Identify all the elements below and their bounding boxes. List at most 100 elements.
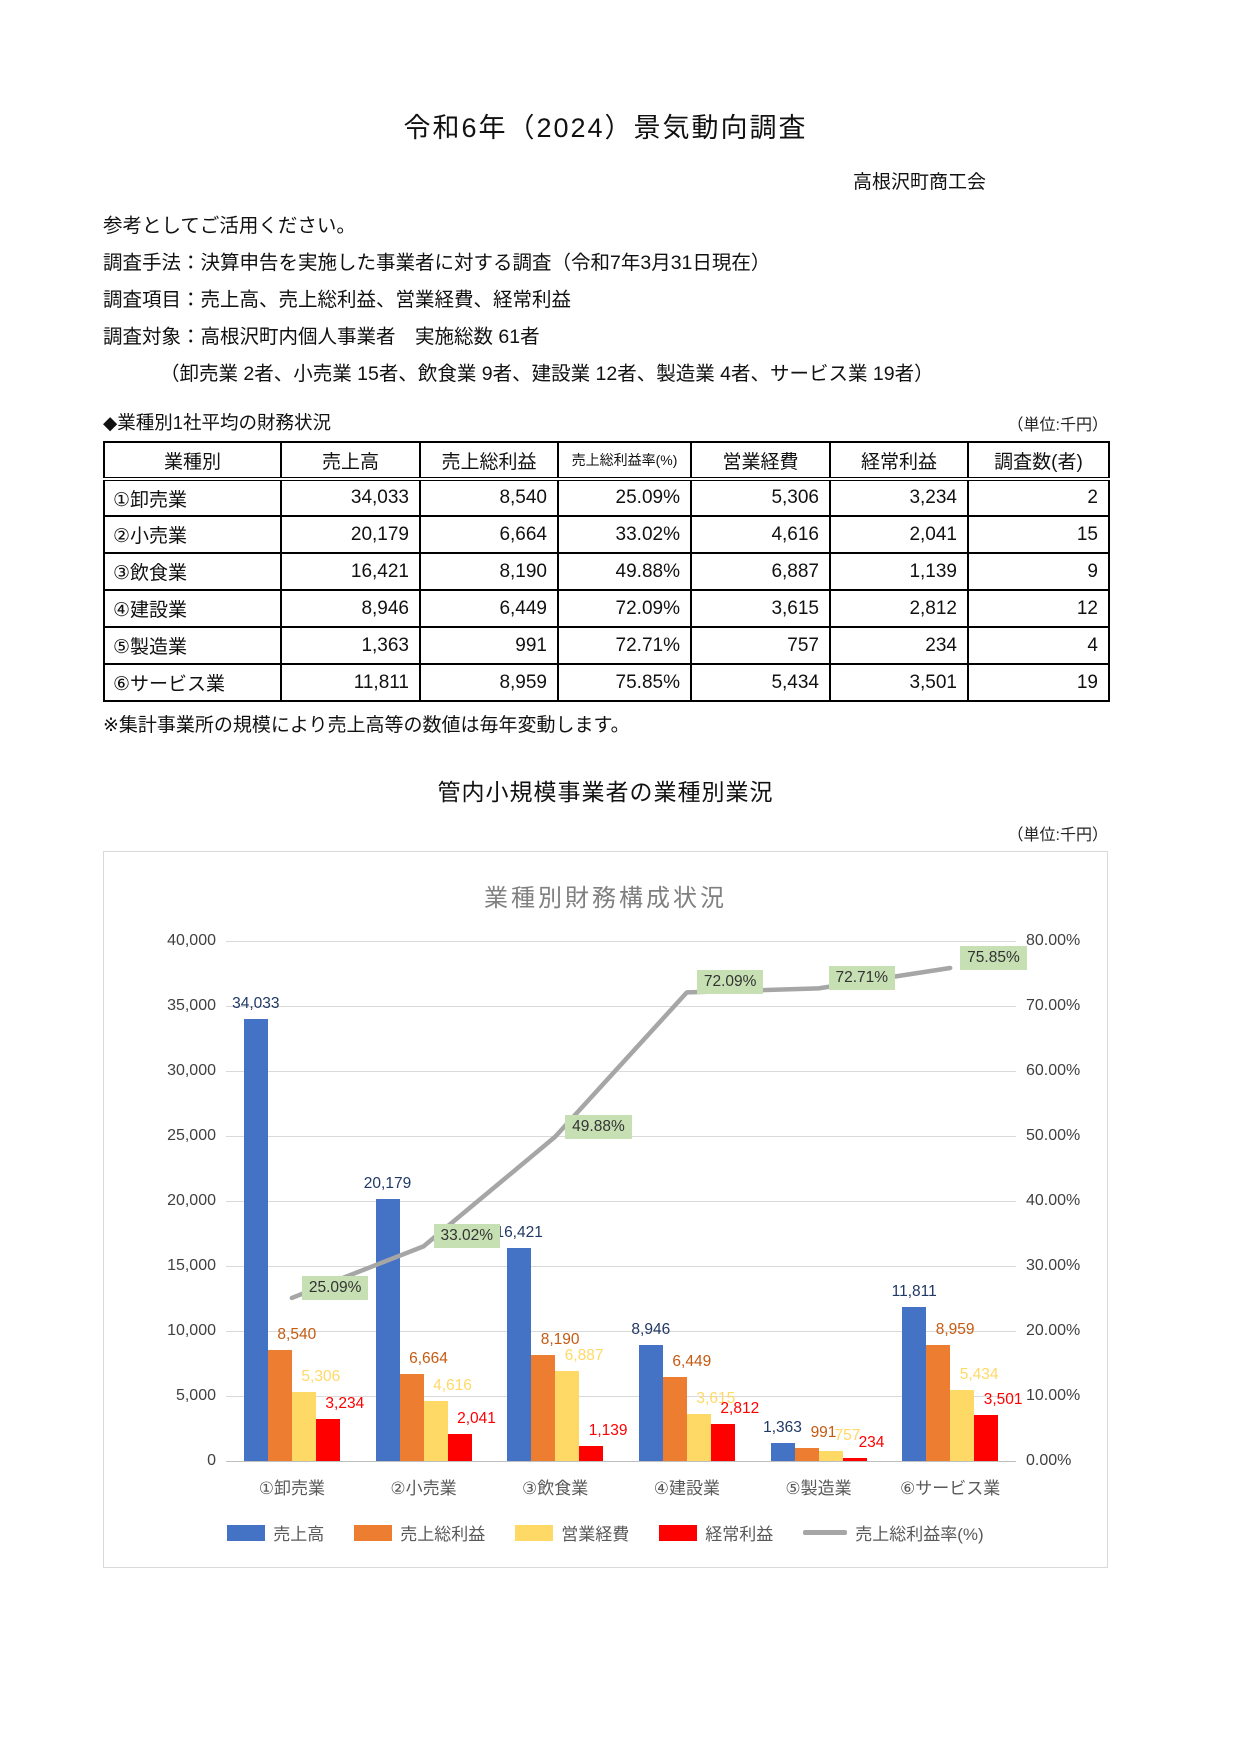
table-cell: ②小売業 — [103, 515, 282, 554]
intro-paragraphs: 参考としてご活用ください。 調査手法：決算申告を実施した事業者に対する調査（令和… — [103, 208, 1108, 393]
table-cell: 3,615 — [690, 589, 831, 628]
table-cell: ⑤製造業 — [103, 626, 282, 665]
bar-data-label: 34,033 — [232, 994, 280, 1012]
table-row: ④建設業 8,946 6,449 72.09% 3,615 2,812 12 — [103, 589, 1110, 628]
bar-3 — [555, 1371, 580, 1461]
category-label: ⑤製造業 — [785, 1479, 852, 1498]
table-cell: 33.02% — [557, 515, 692, 554]
table-cell: ④建設業 — [103, 589, 282, 628]
left-axis-tick-label: 30,000 — [167, 1062, 216, 1079]
bar-data-label: 2,812 — [720, 1400, 760, 1418]
table-cell: 2,812 — [829, 589, 969, 628]
table-row: ①卸売業 34,033 8,540 25.09% 5,306 3,234 2 — [103, 478, 1110, 517]
table-row: ⑥サービス業 11,811 8,959 75.85% 5,434 3,501 19 — [103, 663, 1110, 702]
bar-data-label: 1,363 — [763, 1419, 802, 1437]
bar-2 — [926, 1344, 951, 1461]
chart-section-heading: 管内小規模事業者の業種別業況 — [437, 779, 774, 805]
intro-line: 調査項目：売上高、売上総利益、営業経費、経常利益 — [103, 289, 572, 311]
left-axis-tick-label: 40,000 — [167, 932, 216, 949]
bar-4 — [315, 1418, 340, 1461]
bar-data-label: 234 — [858, 1433, 885, 1451]
table-unit-note: （単位:千円） — [1007, 417, 1108, 434]
bar-2 — [531, 1354, 556, 1461]
table-column-header: 売上総利益率(%) — [557, 441, 692, 481]
table-cell: 20,179 — [280, 515, 421, 554]
table-cell: 49.88% — [557, 552, 692, 591]
legend-bar-swatch — [227, 1524, 266, 1541]
table-cell: 757 — [690, 626, 831, 665]
table-heading: ◆業種別1社平均の財務状況 — [103, 412, 332, 433]
left-axis-tick-label: 35,000 — [167, 997, 216, 1014]
right-axis-tick-label: 80.00% — [1026, 932, 1081, 949]
table-cell: 2 — [967, 478, 1110, 517]
bar-data-label: 5,306 — [301, 1368, 341, 1386]
gridline — [226, 1266, 1016, 1267]
table-cell: 6,449 — [419, 589, 559, 628]
bar-1 — [507, 1247, 532, 1461]
legend-label: 売上高 — [273, 1525, 325, 1544]
bar-3 — [291, 1392, 316, 1461]
table-column-header: 経常利益 — [829, 441, 969, 481]
right-axis-tick-label: 50.00% — [1026, 1127, 1081, 1144]
legend-label: 売上総利益率(%) — [855, 1525, 984, 1544]
gridline — [226, 1396, 1016, 1397]
legend-item: 売上総利益 — [354, 1520, 485, 1545]
bar-data-label: 8,540 — [277, 1325, 317, 1343]
table-column-header: 売上総利益 — [419, 441, 559, 481]
intro-line: 参考としてご活用ください。 — [103, 215, 356, 237]
table-cell: 4,616 — [690, 515, 831, 554]
bar-data-label: 2,041 — [457, 1410, 496, 1428]
bar-3 — [686, 1414, 711, 1461]
table-cell: 12 — [967, 589, 1110, 628]
bar-data-label: 4,616 — [433, 1376, 472, 1394]
legend-item: 経常利益 — [659, 1520, 773, 1545]
bar-data-label: 991 — [810, 1424, 837, 1442]
table-cell: 72.09% — [557, 589, 692, 628]
table-cell: 2,041 — [829, 515, 969, 554]
rate-data-label: 49.88% — [565, 1114, 632, 1139]
bar-data-label: 6,449 — [672, 1353, 712, 1371]
table-cell: 991 — [419, 626, 559, 665]
table-cell: 72.71% — [557, 626, 692, 665]
chart-unit-note: （単位:千円） — [1007, 827, 1108, 844]
rate-data-label: 25.09% — [301, 1275, 369, 1300]
legend-line-swatch — [803, 1530, 848, 1535]
left-axis-tick-label: 5,000 — [175, 1387, 216, 1404]
bar-1 — [638, 1344, 663, 1461]
industry-breakdown-line: （卸売業 2者、小売業 15者、飲食業 9者、建設業 12者、製造業 4者、サー… — [160, 363, 934, 385]
bar-data-label: 1,139 — [588, 1422, 628, 1440]
right-axis-tick-label: 70.00% — [1026, 997, 1081, 1014]
table-column-header: 業種別 — [103, 441, 282, 481]
legend-item: 売上総利益率(%) — [803, 1520, 984, 1545]
table-cell: ①卸売業 — [103, 478, 282, 517]
chart-box: 業種別財務構成状況 40,000 80.00% 35,000 70.00% 30,000… — [103, 851, 1108, 1568]
category-label: ③飲食業 — [522, 1479, 589, 1498]
table-cell: 1,363 — [280, 626, 421, 665]
financial-table: 業種別 売上高 売上総利益 売上総利益率(%) 営業経費 経常利益 調査数(者) ①卸売業 3… — [103, 441, 1110, 702]
legend-label: 営業経費 — [561, 1525, 630, 1544]
bar-data-label: 8,946 — [631, 1320, 671, 1338]
bar-4 — [842, 1457, 867, 1461]
bar-2 — [399, 1374, 424, 1461]
bar-data-label: 6,664 — [409, 1350, 448, 1368]
category-label: ①卸売業 — [258, 1479, 325, 1498]
left-axis-tick-label: 20,000 — [167, 1192, 216, 1209]
intro-line: 調査対象：高根沢町内個人事業者 実施総数 61者 — [103, 326, 540, 348]
gridline — [226, 941, 1016, 942]
legend-item: 営業経費 — [515, 1520, 629, 1545]
bar-3 — [818, 1451, 843, 1461]
bar-data-label: 3,615 — [696, 1390, 736, 1407]
bar-data-label: 20,179 — [363, 1174, 412, 1192]
table-cell: 16,421 — [280, 552, 421, 591]
right-axis-tick-label: 30.00% — [1026, 1257, 1081, 1274]
right-axis-tick-label: 20.00% — [1026, 1322, 1081, 1339]
bar-data-label: 3,501 — [983, 1391, 1023, 1409]
table-cell: ③飲食業 — [103, 552, 282, 591]
table-heading-row: ◆業種別1社平均の財務状況 （単位:千円） — [103, 409, 1108, 435]
table-cell: 19 — [967, 663, 1110, 702]
table-cell: 15 — [967, 515, 1110, 554]
organization-name: 高根沢町商工会 — [852, 172, 986, 193]
table-cell: 5,306 — [690, 478, 831, 517]
bar-4 — [447, 1434, 472, 1461]
bar-data-label: 6,887 — [564, 1347, 604, 1365]
